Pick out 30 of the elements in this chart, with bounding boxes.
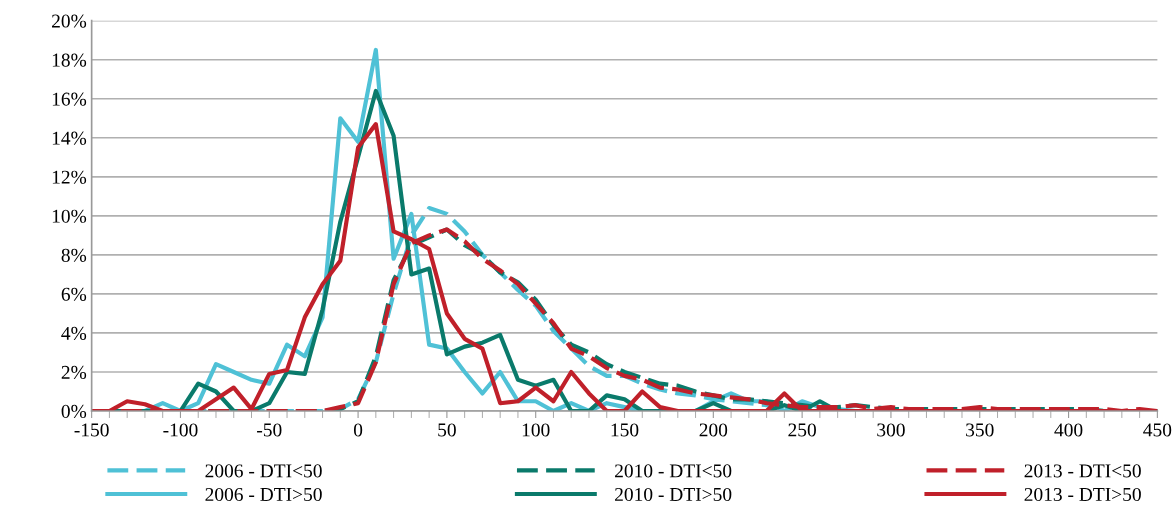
x-tick-label: 450 xyxy=(1143,423,1172,437)
y-tick-label: 18% xyxy=(52,53,87,67)
y-tick-label: 0% xyxy=(61,404,87,419)
x-tick-label: 150 xyxy=(611,423,639,437)
legend-label: 2010 - DTI>50 xyxy=(615,487,732,502)
y-tick-label: 16% xyxy=(52,92,87,106)
x-tick-label: 400 xyxy=(1054,423,1083,437)
y-tick-label: 8% xyxy=(61,248,87,262)
x-tick-label: 300 xyxy=(877,423,905,437)
y-tick-label: 10% xyxy=(52,209,87,223)
x-tick-label: 200 xyxy=(699,423,728,437)
x-tick-label: 350 xyxy=(966,423,994,437)
legend-label: 2013 - DTI>50 xyxy=(1024,487,1141,502)
x-tick-label: -100 xyxy=(163,423,198,437)
y-tick-label: 12% xyxy=(52,170,87,184)
x-tick-label: 250 xyxy=(788,423,816,437)
legend-label: 2010 - DTI<50 xyxy=(615,464,732,478)
x-tick-label: 0 xyxy=(353,423,363,437)
y-tick-label: 20% xyxy=(52,14,87,28)
y-tick-label: 4% xyxy=(61,326,87,340)
x-tick-label: 100 xyxy=(522,423,550,437)
y-tick-label: 6% xyxy=(61,287,87,301)
legend-label: 2006 - DTI>50 xyxy=(205,487,322,502)
x-tick-label: -150 xyxy=(74,423,109,437)
y-tick-label: 2% xyxy=(61,365,87,379)
x-tick-label: 50 xyxy=(438,423,456,437)
x-tick-label: -50 xyxy=(257,423,282,437)
legend-label: 2006 - DTI<50 xyxy=(205,464,322,478)
y-tick-label: 14% xyxy=(52,131,87,145)
legend-label: 2013 - DTI<50 xyxy=(1024,464,1141,478)
